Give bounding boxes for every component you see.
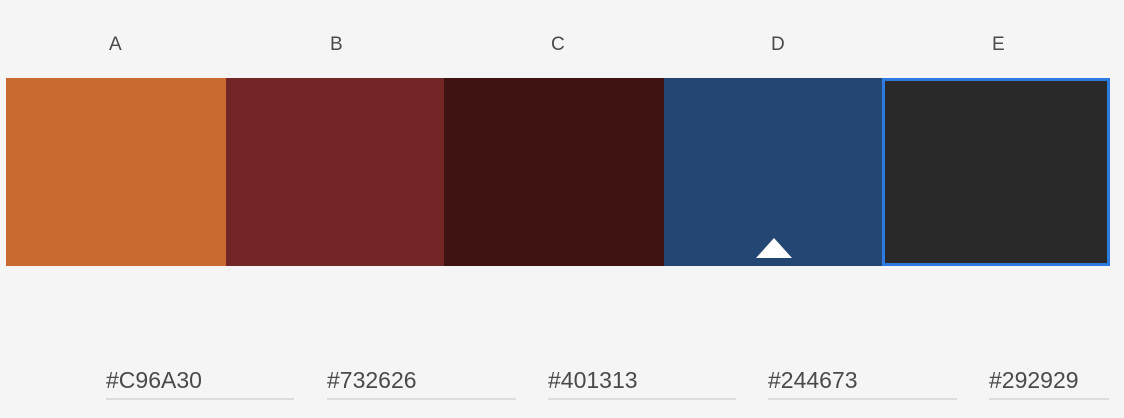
column-label-e: E [992, 34, 1005, 55]
swatch-d[interactable] [664, 78, 882, 266]
swatch-e[interactable] [882, 78, 1110, 266]
swatch-c[interactable] [444, 78, 664, 266]
hex-input-a[interactable] [106, 362, 294, 400]
column-label-c: C [551, 34, 565, 55]
column-label-d: D [771, 34, 785, 55]
hex-input-d[interactable] [768, 362, 957, 400]
hex-input-b[interactable] [327, 362, 516, 400]
column-label-b: B [330, 34, 343, 55]
swatch-row [6, 78, 1110, 266]
column-labels: A B C D E [0, 33, 1124, 57]
triangle-up-icon [756, 238, 792, 258]
column-label-a: A [109, 34, 122, 55]
hex-input-e[interactable] [989, 362, 1109, 400]
swatch-b[interactable] [226, 78, 444, 266]
hex-input-c[interactable] [548, 362, 736, 400]
swatch-a[interactable] [6, 78, 226, 266]
